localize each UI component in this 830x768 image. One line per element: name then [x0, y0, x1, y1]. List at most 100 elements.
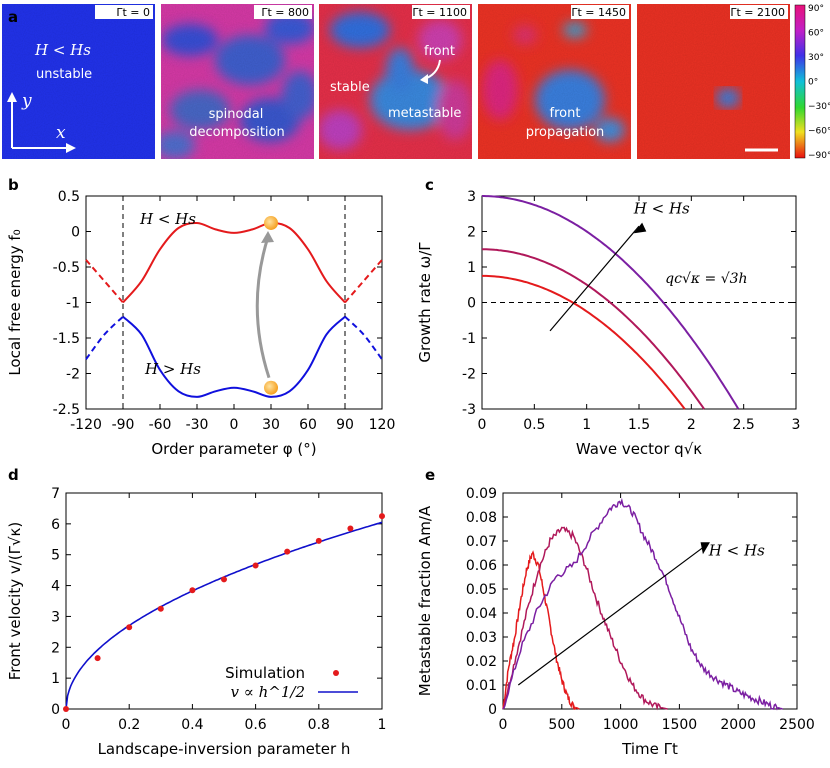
annotation-h-less: H < Hs — [139, 210, 196, 228]
x-tick-label: 2.5 — [733, 417, 755, 433]
frame2-stable: stable — [330, 80, 370, 95]
transition-arrow — [255, 236, 271, 379]
y-tick-label: -1 — [66, 296, 80, 312]
time-label-box — [95, 5, 153, 19]
frame3-propagation: propagation — [526, 125, 605, 140]
y-tick-label: 0 — [467, 296, 476, 312]
y-tick-label: 2 — [467, 225, 476, 241]
time-label: Γt = 1100 — [412, 6, 467, 19]
ball-marker — [264, 215, 278, 230]
annotation-h-less: H < Hs — [633, 199, 690, 217]
series-line — [122, 315, 346, 398]
x-tick-label: 60 — [299, 417, 317, 433]
series-dashed-left — [85, 259, 124, 304]
y-axis-title: Local free energy f₀ — [6, 229, 24, 375]
colorbar-tick: −90° — [808, 151, 830, 161]
x-tick-label: -60 — [149, 417, 172, 433]
y-tick-label: -2.5 — [53, 402, 80, 418]
y-tick-label: -1 — [462, 331, 476, 347]
x-tick-label: 1000 — [603, 717, 639, 733]
y-tick-label: 0.06 — [466, 558, 497, 574]
fraction-curve — [502, 526, 668, 711]
y-tick-label: 2 — [51, 640, 60, 656]
frame1-spinodal: spinodal — [209, 107, 264, 122]
frame-4 — [637, 4, 790, 159]
y-tick-label: 0.08 — [466, 510, 497, 526]
growth-curve — [482, 195, 740, 410]
x-tick-label: -90 — [112, 417, 135, 433]
time-label-box — [730, 5, 788, 19]
y-tick-label: 5 — [51, 548, 60, 564]
simulation-point — [157, 605, 164, 612]
frame0-hlabel: H < Hs — [34, 41, 91, 59]
annotation-h-greater: H > Hs — [144, 360, 201, 378]
simulation-point — [221, 576, 227, 583]
colorbar-tick: 60° — [808, 29, 824, 39]
x-tick-label: 90 — [336, 417, 354, 433]
x-axis-label: x — [56, 123, 66, 143]
simulation-point — [252, 562, 259, 569]
annotation-h-less: H < Hs — [708, 541, 765, 559]
simulation-point — [379, 513, 385, 520]
panel-e: e 0 500 1000 1500 2000 2500 0 0.01 0.02 0.03 0.04 0.… — [416, 466, 815, 758]
y-tick-label: 0.07 — [466, 534, 497, 550]
y-tick-label: 0.04 — [466, 606, 497, 622]
simulation-point — [189, 587, 196, 594]
y-tick-label: 1 — [467, 260, 476, 276]
x-axis-title: Order parameter φ (°) — [151, 440, 316, 458]
simulation-point — [63, 706, 69, 712]
panel-label-c: c — [425, 176, 434, 194]
legend-marker — [333, 670, 339, 676]
colorbar-tick: 90° — [808, 4, 824, 14]
y-tick-label: 0 — [488, 702, 497, 718]
x-tick-label: 0 — [499, 717, 508, 733]
x-tick-label: 1.5 — [628, 417, 650, 433]
x-tick-label: -120 — [70, 417, 102, 433]
simulation-point — [94, 655, 101, 662]
simulation-point — [347, 525, 354, 532]
time-label: Γt = 800 — [261, 6, 309, 19]
x-tick-label: 0.4 — [181, 717, 203, 733]
y-axis-label: y — [21, 91, 32, 111]
x-tick-label: -30 — [186, 417, 209, 433]
y-tick-label: 0 — [51, 702, 60, 718]
simulation-point — [284, 548, 291, 555]
y-tick-label: 0.5 — [58, 189, 80, 205]
y-tick-label: 0.03 — [466, 630, 497, 646]
y-axis-title: Metastable fraction Am/A — [416, 505, 434, 696]
y-axis-title: Growth rate ω/Γ — [416, 242, 434, 363]
panel-a: a Γt = 0 Γt = 800 Γt = 1100 Γt = 1450 Γt = 2… — [2, 4, 830, 161]
frame2-metastable: metastable — [388, 106, 461, 121]
x-tick-label: 0.2 — [118, 717, 140, 733]
y-tick-label: -3 — [462, 402, 476, 418]
x-tick-label: 0 — [478, 417, 487, 433]
time-label-box — [254, 5, 312, 19]
growth-curve — [482, 274, 686, 410]
simulation-point — [315, 537, 322, 544]
x-tick-label: 3 — [792, 417, 801, 433]
x-tick-label: 0 — [230, 417, 239, 433]
y-tick-label: 0.09 — [466, 486, 497, 502]
x-tick-label: 0 — [62, 717, 71, 733]
simulation-point — [126, 624, 133, 631]
y-tick-label: 0.05 — [466, 582, 497, 598]
colorbar-tick: 0° — [808, 78, 818, 88]
panel-label-b: b — [8, 176, 19, 194]
y-tick-label: 4 — [51, 579, 60, 595]
x-tick-label: 0.5 — [523, 417, 545, 433]
frame-2 — [319, 4, 472, 159]
x-axis-title: Landscape-inversion parameter h — [98, 740, 351, 758]
x-axis-title: Time Γt — [621, 740, 678, 758]
trend-arrow — [549, 225, 640, 332]
series-dashed-left — [85, 315, 124, 360]
trend-arrow — [517, 545, 706, 686]
y-tick-label: 1 — [51, 671, 60, 687]
panel-label-d: d — [8, 466, 19, 484]
panel-b: b -120 -90 -60 -30 0 30 60 90 120 0.5 0 -0.5 -1 -1.5 -2… — [6, 176, 395, 458]
x-axis-title: Wave vector q√κ — [576, 440, 702, 458]
frame-0 — [2, 4, 155, 159]
frame2-front: front — [424, 44, 455, 59]
time-label: Γt = 1450 — [571, 6, 626, 19]
legend-fit: v ∝ h^1/2 — [230, 683, 305, 701]
growth-curve — [482, 248, 705, 410]
